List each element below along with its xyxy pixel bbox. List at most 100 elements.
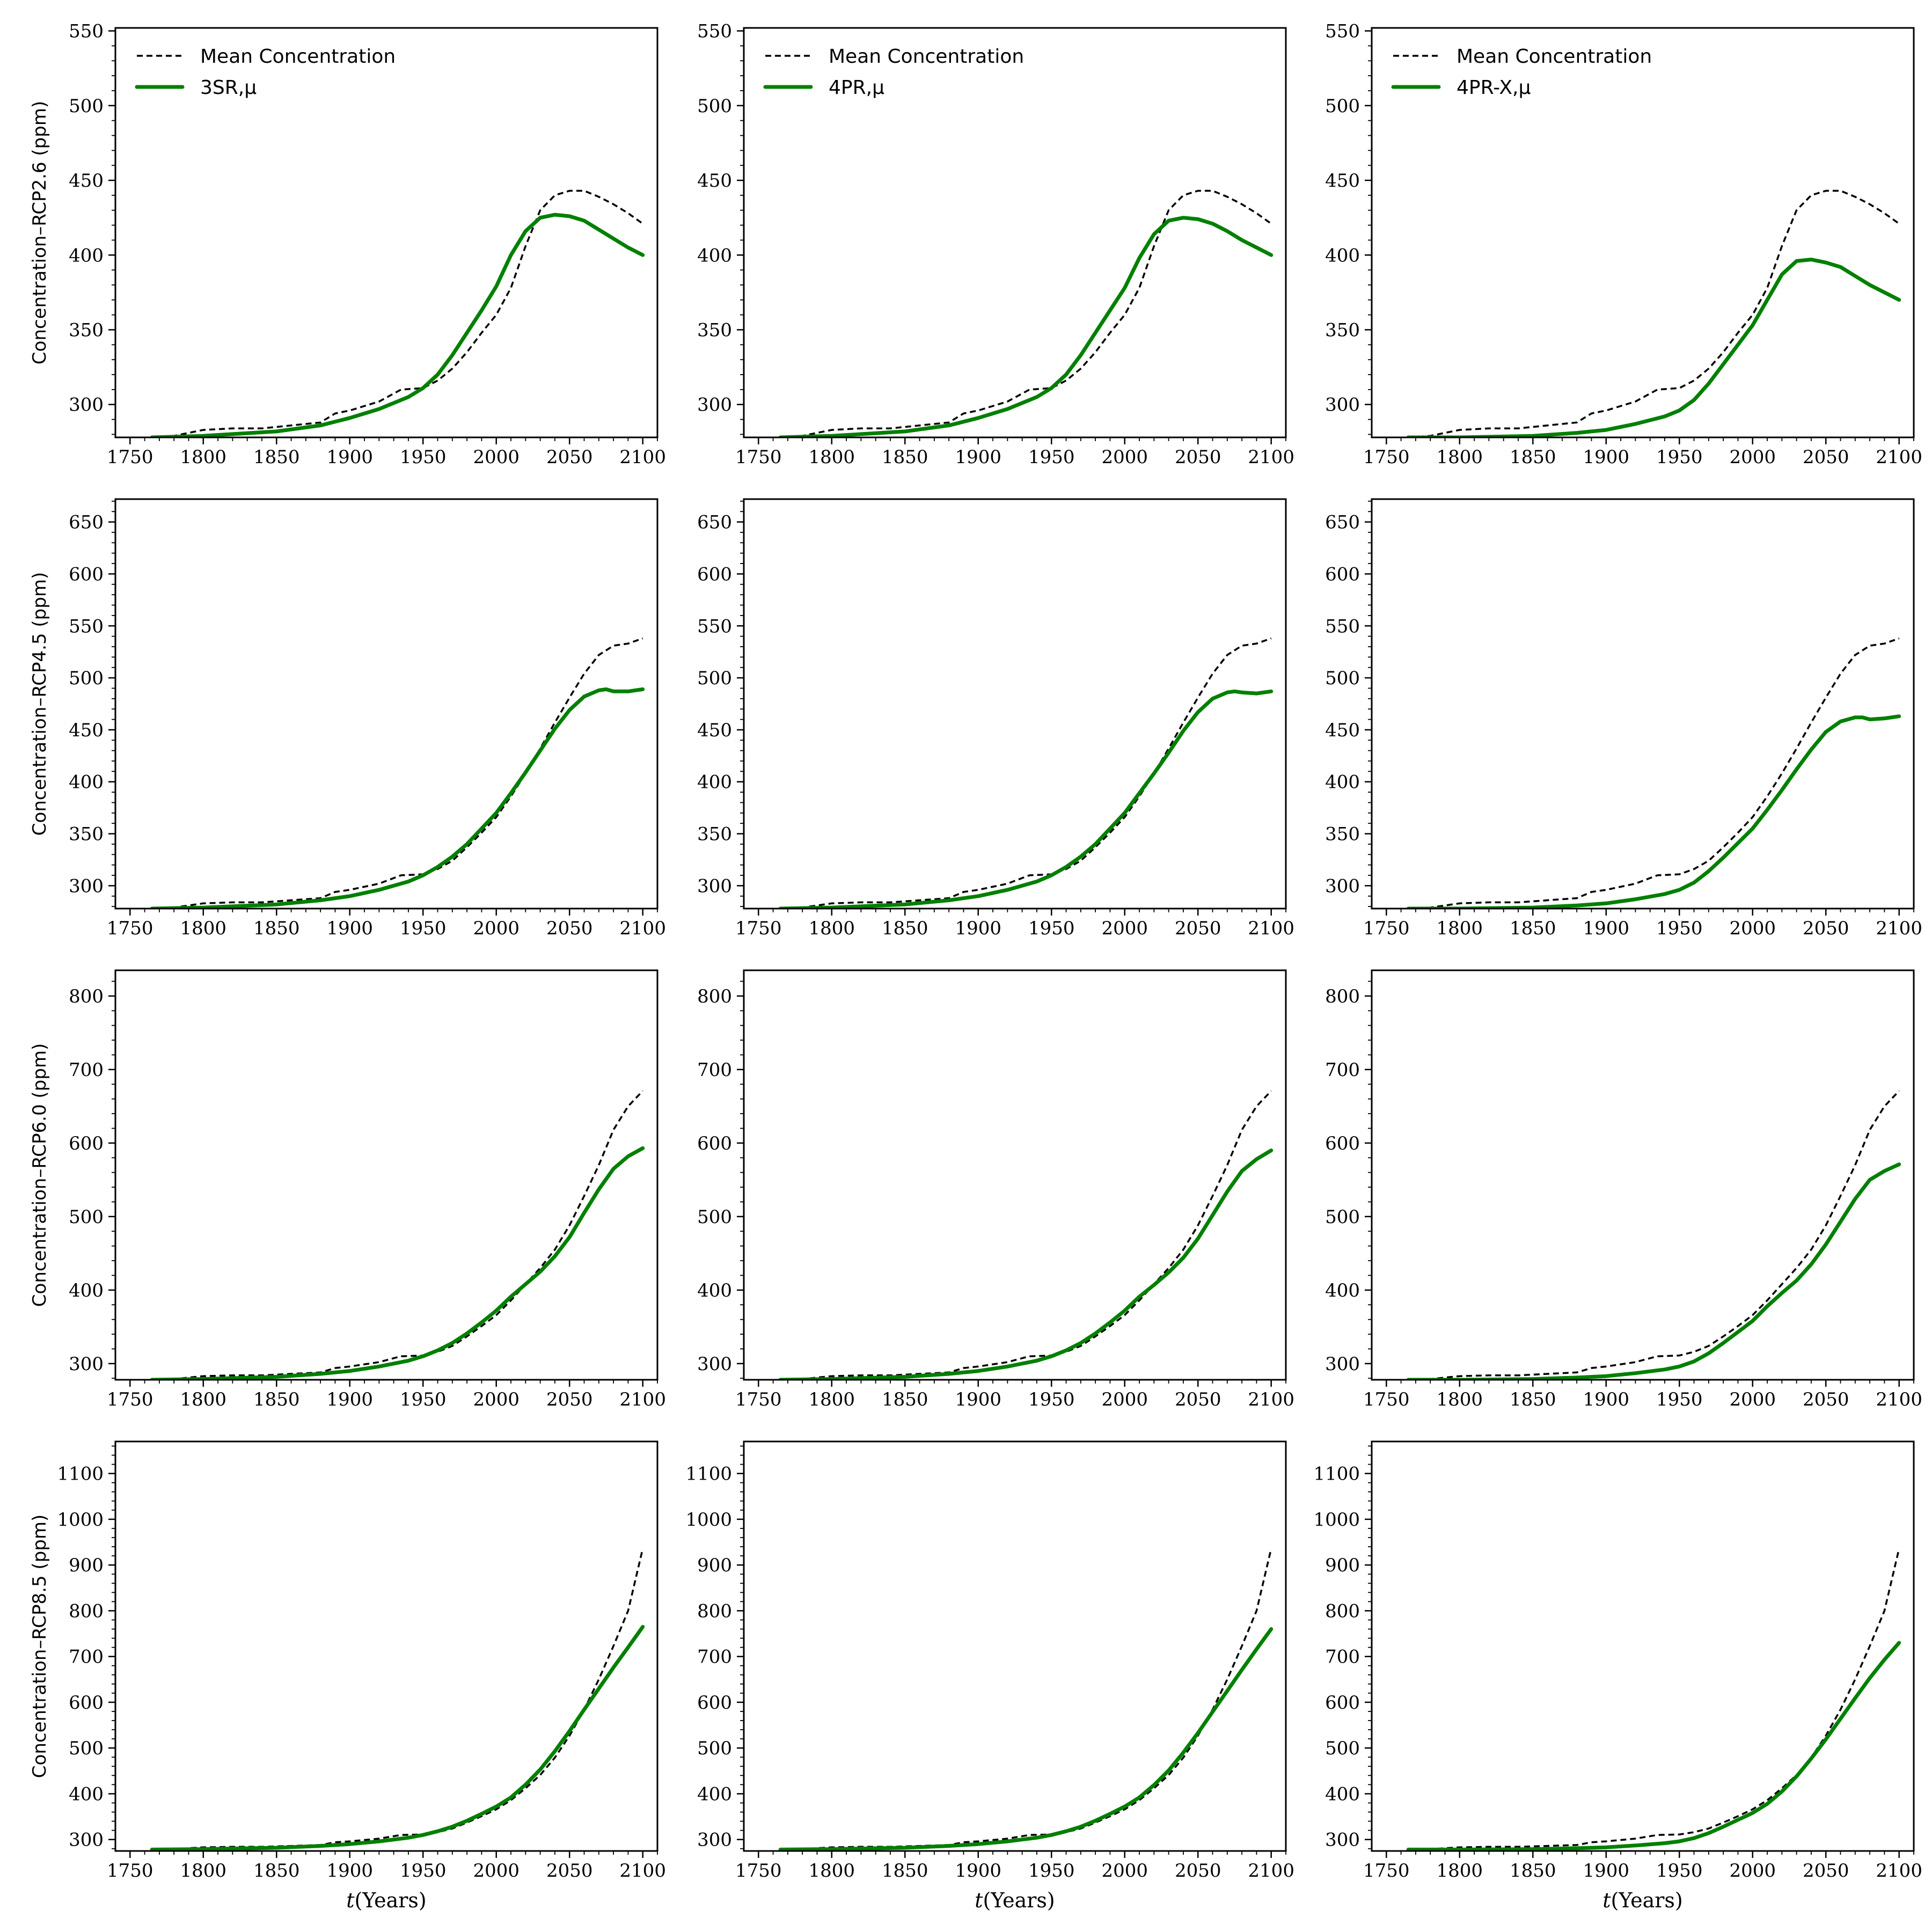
y-tick-label: 300 bbox=[69, 394, 104, 416]
y-tick-label: 500 bbox=[1325, 1206, 1360, 1228]
x-tick-label: 2050 bbox=[546, 1860, 593, 1882]
mean-concentration-line bbox=[1408, 1090, 1900, 1380]
y-tick-label: 300 bbox=[697, 1353, 732, 1375]
y-tick-label: 600 bbox=[69, 1133, 104, 1154]
x-tick-label: 2100 bbox=[619, 1389, 666, 1410]
x-tick-label: 1900 bbox=[326, 1860, 373, 1882]
y-tick-label: 450 bbox=[1325, 720, 1360, 741]
x-tick-label: 1800 bbox=[1437, 918, 1483, 939]
legend: Mean Concentration 3SR,μ bbox=[135, 46, 396, 99]
x-tick-label: 2000 bbox=[1729, 1860, 1776, 1882]
y-tick-label: 400 bbox=[1325, 772, 1360, 793]
x-tick-label: 2100 bbox=[1876, 1389, 1922, 1410]
y-tick-label: 1100 bbox=[685, 1463, 732, 1485]
x-tick-label: 1750 bbox=[1363, 1389, 1410, 1410]
model-line bbox=[778, 216, 1274, 437]
x-tick-label: 2000 bbox=[473, 1389, 519, 1410]
mean-concentration-line bbox=[152, 637, 643, 909]
model-line bbox=[150, 1146, 645, 1380]
y-tick-label: 400 bbox=[697, 245, 732, 266]
axes-frame bbox=[1371, 1440, 1915, 1852]
y-tick-label: 900 bbox=[1325, 1555, 1360, 1576]
x-tick-label: 1850 bbox=[253, 1389, 300, 1410]
y-tick-label: 800 bbox=[1325, 986, 1360, 1007]
y-tick-label: 600 bbox=[1325, 564, 1360, 585]
x-tick-label: 2050 bbox=[1803, 1389, 1849, 1410]
legend: Mean Concentration 4PR-X,μ bbox=[1391, 46, 1652, 99]
x-tick-label: 2050 bbox=[546, 447, 593, 468]
x-tick-label: 2100 bbox=[1248, 1389, 1294, 1410]
x-tick-label: 2050 bbox=[1175, 1860, 1221, 1882]
x-tick-label: 2000 bbox=[1729, 918, 1776, 939]
y-tick-label: 350 bbox=[1325, 824, 1360, 845]
y-tick-label: 500 bbox=[1325, 668, 1360, 689]
model-line bbox=[1406, 1162, 1901, 1380]
x-tick-label: 2100 bbox=[619, 447, 666, 468]
y-tick-label: 400 bbox=[69, 1783, 104, 1805]
x-tick-label: 2000 bbox=[1729, 447, 1776, 468]
x-tick-label: 1750 bbox=[735, 447, 782, 468]
y-axis-label: Concentration–RCP2.6 (ppm) bbox=[29, 101, 50, 364]
subplot-r3-c0: 1750 1800 1850 1900 1950 2000 2050 2100 300 400 50… bbox=[29, 1440, 666, 1912]
x-tick-label: 1850 bbox=[253, 1860, 300, 1882]
y-tick-label: 1000 bbox=[57, 1509, 104, 1531]
x-tick-label: 1750 bbox=[107, 1860, 153, 1882]
model-line bbox=[150, 687, 645, 909]
x-axis-label: t(Years) bbox=[975, 1889, 1055, 1912]
y-tick-label: 700 bbox=[1325, 1646, 1360, 1668]
x-tick-label: 2100 bbox=[1876, 1860, 1922, 1882]
y-tick-label: 500 bbox=[69, 96, 104, 117]
y-tick-label: 400 bbox=[69, 772, 104, 793]
model-line bbox=[1406, 714, 1901, 909]
x-tick-label: 1950 bbox=[400, 1389, 447, 1410]
y-tick-label: 550 bbox=[1325, 616, 1360, 637]
x-tick-label: 2100 bbox=[1248, 1860, 1294, 1882]
y-tick-label: 450 bbox=[697, 170, 732, 192]
y-tick-label: 350 bbox=[697, 320, 732, 341]
y-tick-label: 500 bbox=[697, 1206, 732, 1228]
x-tick-label: 1900 bbox=[1583, 918, 1629, 939]
x-tick-label: 1850 bbox=[1510, 1860, 1556, 1882]
x-tick-label: 1750 bbox=[735, 918, 782, 939]
y-tick-label: 400 bbox=[69, 1280, 104, 1301]
x-tick-label: 1900 bbox=[326, 1389, 373, 1410]
x-tick-label: 1950 bbox=[1028, 918, 1075, 939]
x-tick-label: 2100 bbox=[1876, 918, 1922, 939]
axes-frame bbox=[1371, 969, 1915, 1381]
y-tick-label: 900 bbox=[69, 1555, 104, 1576]
x-tick-label: 1750 bbox=[735, 1860, 782, 1882]
x-tick-label: 1800 bbox=[180, 1389, 227, 1410]
y-tick-label: 800 bbox=[1325, 1600, 1360, 1622]
x-tick-label: 2000 bbox=[473, 918, 519, 939]
x-axis-label: t(Years) bbox=[346, 1889, 427, 1912]
subplot-r1-c2: 1750 1800 1850 1900 1950 2000 2050 2100 300 350 40… bbox=[1325, 498, 1922, 939]
x-tick-label: 2050 bbox=[1175, 918, 1221, 939]
axes-frame bbox=[743, 1440, 1287, 1852]
model-line bbox=[150, 213, 645, 437]
x-tick-label: 1900 bbox=[1583, 447, 1629, 468]
y-tick-label: 600 bbox=[697, 1133, 732, 1154]
x-tick-label: 2100 bbox=[1248, 918, 1294, 939]
x-tick-label: 1950 bbox=[400, 1860, 447, 1882]
y-tick-label: 500 bbox=[697, 668, 732, 689]
x-tick-label: 2000 bbox=[473, 1860, 519, 1882]
model-line bbox=[150, 1624, 645, 1851]
legend-mean-label: Mean Concentration bbox=[829, 46, 1024, 68]
x-tick-label: 1800 bbox=[809, 447, 855, 468]
y-tick-label: 600 bbox=[69, 564, 104, 585]
y-tick-label: 500 bbox=[69, 1206, 104, 1228]
y-tick-label: 800 bbox=[697, 986, 732, 1007]
mean-concentration-line bbox=[780, 637, 1272, 909]
x-tick-label: 1800 bbox=[809, 918, 855, 939]
x-tick-label: 1950 bbox=[400, 918, 447, 939]
subplot-r2-c2: 1750 1800 1850 1900 1950 2000 2050 2100 300 400 50… bbox=[1325, 969, 1922, 1410]
y-tick-label: 500 bbox=[1325, 96, 1360, 117]
y-tick-label: 300 bbox=[1325, 1353, 1360, 1375]
y-tick-label: 450 bbox=[69, 720, 104, 741]
axes-frame bbox=[743, 498, 1287, 910]
axes-frame bbox=[743, 27, 1287, 438]
mean-concentration-line bbox=[780, 189, 1272, 437]
y-tick-label: 500 bbox=[69, 1738, 104, 1759]
x-tick-label: 1750 bbox=[1363, 447, 1410, 468]
